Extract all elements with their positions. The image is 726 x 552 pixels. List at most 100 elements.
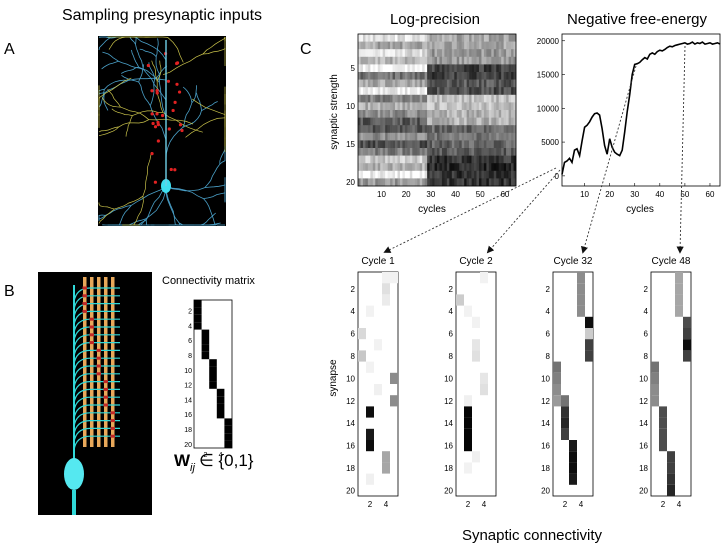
log-precision-cell <box>412 79 416 88</box>
log-precision-cell <box>417 34 421 42</box>
log-precision-cell <box>498 110 502 118</box>
log-precision-cell <box>506 148 509 156</box>
log-precision-cell <box>469 140 472 149</box>
log-precision-cell <box>375 163 379 172</box>
cycle-y-tick: 8 <box>449 352 454 361</box>
log-precision-cell <box>375 41 379 50</box>
log-precision-cell <box>454 94 458 103</box>
log-precision-cell <box>417 117 421 126</box>
log-precision-cell <box>496 117 500 126</box>
log-precision-cell <box>464 148 467 156</box>
log-precision-cell <box>488 125 492 134</box>
log-precision-cell <box>437 64 440 73</box>
schematic-synapse <box>110 434 115 438</box>
log-precision-cell <box>481 64 485 73</box>
connectivity-matrix-title: Connectivity matrix <box>162 275 255 287</box>
cycle-cell <box>366 406 374 418</box>
log-precision-cell <box>385 94 388 103</box>
log-precision-cell <box>446 148 450 156</box>
log-precision-cell <box>456 34 460 42</box>
log-precision-cell <box>412 94 416 103</box>
log-precision-cell <box>427 56 430 65</box>
log-precision-cell <box>456 102 460 111</box>
log-precision-cell <box>360 102 364 111</box>
log-precision-cell <box>360 87 364 96</box>
log-precision-cell <box>412 34 416 42</box>
log-precision-cell <box>491 87 495 96</box>
log-precision-cell <box>402 125 406 134</box>
log-precision-cell <box>424 87 428 96</box>
cycle-title: Cycle 48 <box>652 256 691 267</box>
log-precision-cell <box>488 102 492 111</box>
log-precision-cell <box>399 155 403 164</box>
log-precision-cell <box>409 102 413 111</box>
log-precision-cell <box>454 34 458 42</box>
log-precision-cell <box>372 163 376 172</box>
log-precision-cell <box>441 49 445 58</box>
cycle-arrows <box>383 45 686 254</box>
log-precision-cell <box>412 155 416 164</box>
log-precision-cell <box>483 125 487 134</box>
log-precision-cell <box>513 56 517 65</box>
cycle-cell <box>675 294 683 306</box>
log-precision-cell <box>365 163 369 172</box>
log-precision-cell <box>377 117 381 126</box>
log-precision-cell <box>483 148 487 156</box>
log-precision-cell <box>474 56 477 65</box>
log-precision-cell <box>377 170 381 179</box>
log-precision-y-tick: 5 <box>351 64 356 73</box>
log-precision-cell <box>432 94 435 103</box>
cycle-cell <box>667 484 675 496</box>
log-precision-cell <box>437 102 440 111</box>
log-precision-cell <box>461 132 465 141</box>
log-precision-cell <box>503 94 507 103</box>
log-precision-cell <box>503 178 507 187</box>
log-precision-cell <box>414 148 418 156</box>
schematic-synapse <box>82 286 87 290</box>
log-precision-cell <box>358 87 361 96</box>
log-precision-cell <box>439 170 443 179</box>
log-precision-cell <box>454 132 458 141</box>
log-precision-cell <box>513 87 517 96</box>
log-precision-cell <box>444 34 448 42</box>
log-precision-cell <box>377 155 381 164</box>
log-precision-cell <box>513 34 517 42</box>
cycle-y-tick: 2 <box>546 285 551 294</box>
log-precision-cell <box>407 34 411 42</box>
log-precision-cell <box>476 117 480 126</box>
log-precision-cell <box>456 178 460 187</box>
log-precision-cell <box>372 140 376 149</box>
cycle-y-tick: 20 <box>639 486 648 495</box>
log-precision-cell <box>454 117 458 126</box>
log-precision-cell <box>424 49 428 58</box>
cycle-cell <box>667 451 675 463</box>
log-precision-cell <box>385 110 388 118</box>
cycle-cell <box>382 283 390 295</box>
log-precision-x-tick: 40 <box>451 190 460 199</box>
log-precision-cell <box>461 155 465 164</box>
log-precision-cell <box>471 56 475 65</box>
log-precision-cell <box>419 155 423 164</box>
log-precision-cell <box>508 117 512 126</box>
schematic-synapse <box>89 341 94 345</box>
log-precision-cell <box>407 102 411 111</box>
log-precision-cell <box>385 125 388 134</box>
log-precision-cell <box>503 125 507 134</box>
log-precision-cell <box>439 49 443 58</box>
log-precision-cell <box>466 41 470 50</box>
log-precision-cell <box>424 79 428 88</box>
log-precision-cell <box>370 79 374 88</box>
log-precision-cell <box>412 102 416 111</box>
log-precision-cell <box>395 178 398 187</box>
log-precision-cell <box>461 117 465 126</box>
log-precision-cell <box>377 87 381 96</box>
log-precision-cell <box>471 178 475 187</box>
log-precision-cell <box>422 170 425 179</box>
log-precision-cell <box>483 79 487 88</box>
log-precision-cell <box>478 56 482 65</box>
log-precision-cell <box>456 163 460 172</box>
log-precision-cell <box>367 125 371 134</box>
log-precision-cell <box>392 110 396 118</box>
log-precision-cell <box>498 64 502 73</box>
